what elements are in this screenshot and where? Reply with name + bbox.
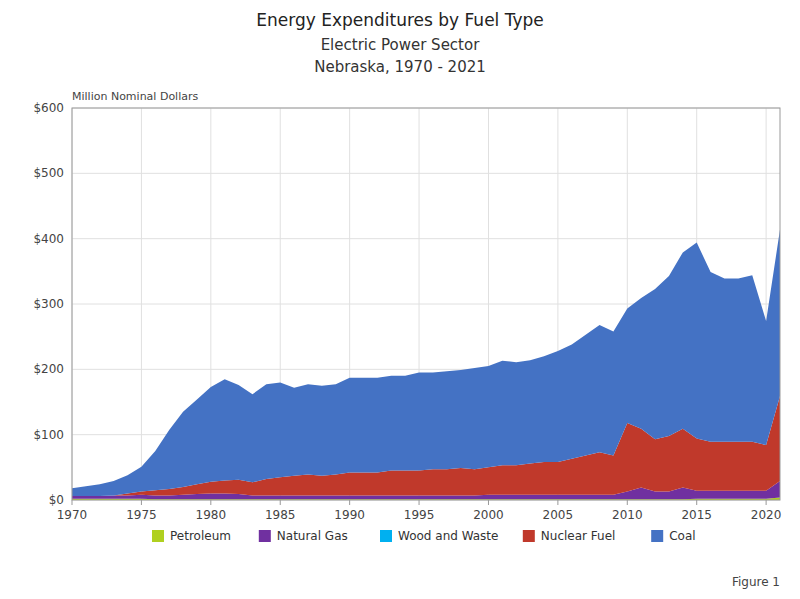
y-tick-label: $500 [33,166,64,180]
x-tick-label: 1975 [126,508,157,522]
y-axis-label: Million Nominal Dollars [72,90,198,103]
x-tick-label: 2005 [543,508,574,522]
subtitle: Nebraska, 1970 - 2021 [314,58,486,76]
legend-label: Nuclear Fuel [541,529,616,543]
legend-label: Wood and Waste [398,529,498,543]
x-tick [696,500,697,505]
y-tick-label: $0 [49,493,64,507]
y-grid-line [72,173,780,174]
chart: Energy Expenditures by Fuel Type Electric… [0,0,800,599]
legend-swatch [259,530,271,542]
y-tick-label: $100 [33,428,64,442]
x-tick [766,500,767,505]
legend-swatch [523,530,535,542]
x-tick-label: 2010 [612,508,643,522]
areas [72,230,780,500]
subtitle: Electric Power Sector [321,36,481,54]
title: Energy Expenditures by Fuel Type [256,10,544,30]
x-tick-label: 2015 [681,508,712,522]
x-tick-label: 1990 [334,508,365,522]
area [72,230,780,497]
x-tick-label: 1985 [265,508,296,522]
x-tick [557,500,558,505]
x-tick-label: 2020 [751,508,782,522]
legend-label: Petroleum [170,529,231,543]
x-tick-label: 2000 [473,508,504,522]
grid [72,108,780,500]
x-tick [280,500,281,505]
x-tick [72,500,73,505]
x-tick [419,500,420,505]
y-tick-label: $600 [33,101,64,115]
y-grid-line [72,238,780,239]
annotation: Figure 1 [732,575,780,589]
x-tick [627,500,628,505]
x-tick [141,500,142,505]
y-tick-label: $200 [33,362,64,376]
x-tick [488,500,489,505]
x-tick-label: 1980 [196,508,227,522]
x-tick-label: 1995 [404,508,435,522]
x-tick [349,500,350,505]
legend-swatch [651,530,663,542]
y-tick-label: $300 [33,297,64,311]
x-grid-line [141,108,142,500]
y-tick-label: $400 [33,232,64,246]
legend-label: Natural Gas [277,529,348,543]
legend-swatch [380,530,392,542]
legend-swatch [152,530,164,542]
plot-frame [72,108,780,500]
x-tick [210,500,211,505]
legend-label: Coal [669,529,695,543]
legend: Petroleum Natural Gas Wood and Waste Nuclea… [152,529,696,543]
x-tick-label: 1970 [57,508,88,522]
